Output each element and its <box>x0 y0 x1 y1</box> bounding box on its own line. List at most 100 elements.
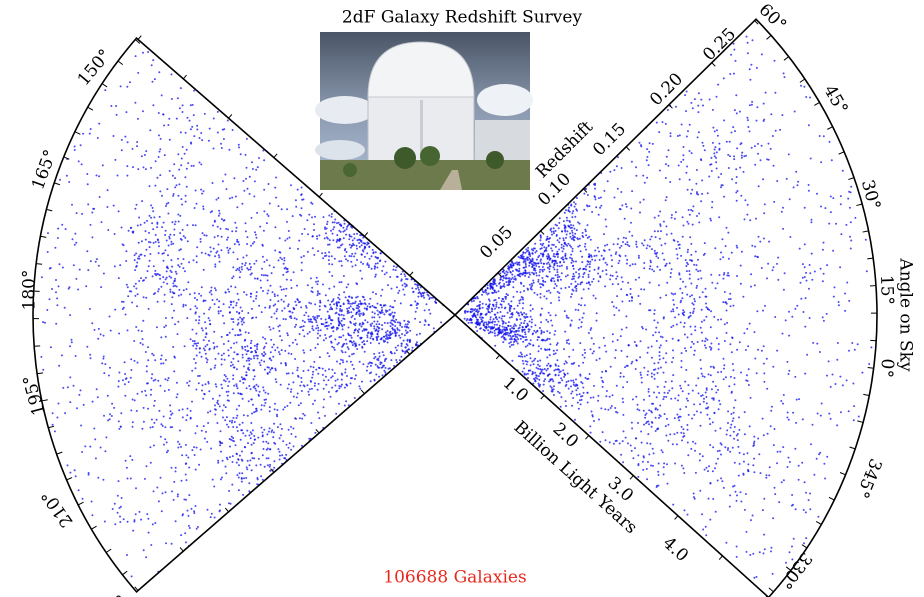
galaxy-dot <box>539 327 541 329</box>
galaxy-dot <box>577 309 579 311</box>
galaxy-dot <box>544 281 546 283</box>
galaxy-dot <box>339 281 341 283</box>
galaxy-dot <box>701 332 703 334</box>
galaxy-dot <box>327 300 329 302</box>
galaxy-dot <box>529 353 531 355</box>
galaxy-dot <box>768 143 770 145</box>
galaxy-dot <box>804 326 806 328</box>
galaxy-dot <box>144 390 146 392</box>
galaxy-dot <box>174 223 176 225</box>
galaxy-dot <box>346 228 348 230</box>
galaxy-dot <box>230 285 232 287</box>
galaxy-dot <box>719 258 721 260</box>
galaxy-dot <box>337 297 339 299</box>
galaxy-dot <box>156 223 158 225</box>
galaxy-dot <box>198 316 200 318</box>
galaxy-dot <box>238 464 240 466</box>
galaxy-dot <box>635 243 637 245</box>
galaxy-dot <box>103 273 105 275</box>
galaxy-dot <box>524 317 526 319</box>
galaxy-dot <box>377 367 379 369</box>
galaxy-dot <box>171 98 173 100</box>
galaxy-dot <box>118 380 120 382</box>
galaxy-dot <box>341 320 343 322</box>
galaxy-dot <box>748 368 750 370</box>
galaxy-dot <box>749 425 751 427</box>
galaxy-dot <box>293 271 295 273</box>
galaxy-dot <box>716 151 718 153</box>
galaxy-dot <box>268 215 270 217</box>
galaxy-dot <box>339 310 341 312</box>
galaxy-dot <box>228 252 230 254</box>
galaxy-dot <box>713 412 715 414</box>
galaxy-dot <box>238 144 240 146</box>
galaxy-dot <box>198 464 200 466</box>
galaxy-dot <box>648 453 650 455</box>
galaxy-dot <box>237 387 239 389</box>
galaxy-dot <box>665 163 667 165</box>
galaxy-dot <box>227 458 229 460</box>
galaxy-dot <box>155 234 157 236</box>
galaxy-dot <box>480 318 482 320</box>
galaxy-dot <box>853 405 855 407</box>
galaxy-dot <box>245 230 247 232</box>
galaxy-dot <box>571 227 573 229</box>
galaxy-dot <box>282 409 284 411</box>
galaxy-dot <box>234 334 236 336</box>
galaxy-dot <box>561 230 563 232</box>
galaxy-dot <box>816 193 818 195</box>
galaxy-dot <box>816 343 818 345</box>
galaxy-dot <box>708 498 710 500</box>
galaxy-dot <box>190 104 192 106</box>
galaxy-dot <box>428 309 430 311</box>
galaxy-dot <box>532 253 534 255</box>
galaxy-dot <box>657 362 659 364</box>
galaxy-dot <box>284 268 286 270</box>
galaxy-dot <box>749 130 751 132</box>
galaxy-dot <box>218 256 220 258</box>
galaxy-dot <box>207 359 209 361</box>
galaxy-dot <box>566 381 568 383</box>
galaxy-dot <box>395 359 397 361</box>
galaxy-dot <box>709 519 711 521</box>
galaxy-dot <box>289 442 291 444</box>
galaxy-dot <box>568 388 570 390</box>
galaxy-dot <box>690 254 692 256</box>
galaxy-dot <box>401 326 403 328</box>
galaxy-dot <box>96 388 98 390</box>
galaxy-dot <box>159 148 161 150</box>
galaxy-dot <box>575 290 577 292</box>
galaxy-dot <box>359 300 361 302</box>
galaxy-dot <box>488 332 490 334</box>
galaxy-dot <box>319 300 321 302</box>
galaxy-dot <box>732 417 734 419</box>
galaxy-dot <box>255 260 257 262</box>
galaxy-dot <box>375 293 377 295</box>
galaxy-dot <box>182 514 184 516</box>
galaxy-dot <box>646 413 648 415</box>
galaxy-dot <box>327 311 329 313</box>
galaxy-dot <box>303 352 305 354</box>
galaxy-dot <box>543 263 545 265</box>
galaxy-dot <box>517 343 519 345</box>
galaxy-dot <box>585 230 587 232</box>
galaxy-dot <box>610 407 612 409</box>
galaxy-dot <box>140 519 142 521</box>
galaxy-dot <box>657 428 659 430</box>
galaxy-dot <box>260 280 262 282</box>
galaxy-dot <box>509 317 511 319</box>
galaxy-dot <box>316 277 318 279</box>
galaxy-dot <box>736 112 738 114</box>
galaxy-dot <box>136 141 138 143</box>
galaxy-dot <box>478 310 480 312</box>
galaxy-dot <box>565 405 567 407</box>
galaxy-dot <box>555 274 557 276</box>
galaxy-dot <box>261 311 263 313</box>
galaxy-dot <box>132 421 134 423</box>
galaxy-dot <box>760 159 762 161</box>
galaxy-dot <box>568 210 570 212</box>
galaxy-dot <box>820 206 822 208</box>
galaxy-dot <box>286 373 288 375</box>
galaxy-dot <box>348 327 350 329</box>
galaxy-dot <box>513 278 515 280</box>
